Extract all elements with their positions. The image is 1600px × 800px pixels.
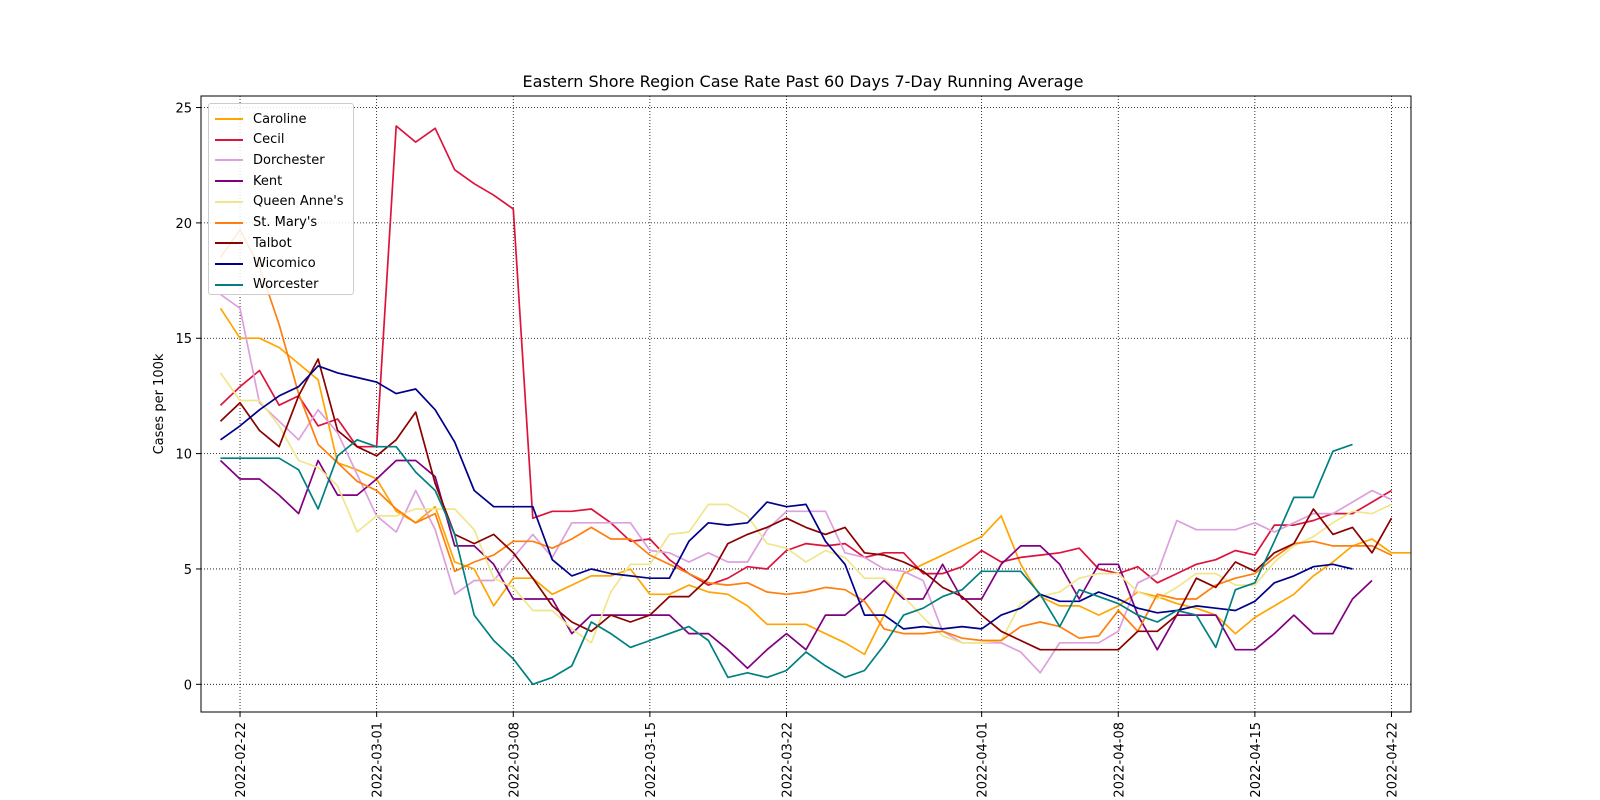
x-tick-label: 2022-03-15 bbox=[644, 722, 659, 798]
legend-label: Talbot bbox=[253, 235, 292, 251]
x-tick-label: 2022-04-01 bbox=[976, 722, 991, 798]
series-line-kent bbox=[219, 459, 1373, 670]
x-tick-label: 2022-04-15 bbox=[1249, 722, 1264, 798]
legend-item: Caroline bbox=[215, 109, 307, 129]
x-tick-label: 2022-03-22 bbox=[780, 722, 795, 798]
grid-lines bbox=[201, 96, 1411, 712]
legend-item: St. Mary's bbox=[215, 213, 317, 233]
legend-swatch bbox=[215, 118, 243, 120]
series-line-st-mary-s bbox=[219, 228, 1392, 642]
legend-item: Wicomico bbox=[215, 254, 316, 274]
series-line-worcester bbox=[220, 438, 1353, 686]
y-tick-label: 5 bbox=[184, 563, 192, 578]
series-line-wicomico bbox=[220, 365, 1353, 630]
series-line-caroline bbox=[219, 307, 1411, 656]
legend-label: Queen Anne's bbox=[253, 194, 344, 210]
legend-swatch bbox=[215, 159, 243, 162]
legend-label: St. Mary's bbox=[253, 215, 318, 230]
legend-item: Worcester bbox=[215, 275, 318, 295]
y-tick-label: 25 bbox=[175, 102, 192, 117]
legend: Caroline Cecil Dorchester Kent Queen Anne's S… bbox=[208, 103, 354, 295]
legend-label: Worcester bbox=[253, 277, 319, 293]
series-line-queen-anne-s bbox=[219, 372, 1392, 644]
chart-title: Eastern Shore Region Case Rate Past 60 D… bbox=[523, 72, 1084, 91]
legend-label: Kent bbox=[253, 173, 283, 189]
legend-swatch bbox=[215, 180, 243, 183]
legend-item: Talbot bbox=[215, 233, 292, 253]
legend-item: Dorchester bbox=[215, 150, 325, 170]
x-axis-ticks: 2022-02-22 2022-03-01 2022-03-08 2022-03-15… bbox=[234, 712, 1400, 798]
series-line-cecil bbox=[219, 125, 1392, 586]
series-line-talbot bbox=[219, 358, 1393, 651]
legend-swatch bbox=[215, 138, 243, 141]
legend-label: Caroline bbox=[253, 111, 307, 127]
legend-label: Cecil bbox=[253, 132, 285, 148]
x-tick-label: 2022-03-08 bbox=[507, 722, 522, 798]
legend-swatch bbox=[215, 200, 243, 203]
series-line-dorchester bbox=[220, 293, 1392, 674]
legend-item: Queen Anne's bbox=[215, 192, 344, 212]
y-tick-label: 20 bbox=[175, 217, 192, 232]
series-lines bbox=[219, 125, 1411, 686]
legend-swatch bbox=[215, 283, 243, 286]
x-tick-label: 2022-02-22 bbox=[234, 722, 249, 798]
y-tick-label: 15 bbox=[175, 332, 192, 347]
x-tick-label: 2022-04-08 bbox=[1112, 722, 1127, 798]
y-axis-label: Cases per 100k bbox=[152, 353, 167, 454]
legend-label: Dorchester bbox=[253, 152, 325, 168]
legend-swatch bbox=[215, 221, 243, 224]
legend-swatch bbox=[215, 262, 243, 265]
legend-swatch bbox=[215, 242, 243, 245]
x-tick-label: 2022-03-01 bbox=[371, 722, 386, 798]
x-tick-label: 2022-04-22 bbox=[1385, 722, 1400, 798]
legend-item: Kent bbox=[215, 171, 282, 191]
y-axis-ticks: 0 5 10 15 20 25 bbox=[175, 102, 201, 693]
y-tick-label: 0 bbox=[184, 678, 192, 693]
y-tick-label: 10 bbox=[175, 448, 192, 463]
legend-item: Cecil bbox=[215, 130, 284, 150]
plot-frame bbox=[200, 95, 1412, 713]
legend-label: Wicomico bbox=[253, 256, 316, 272]
